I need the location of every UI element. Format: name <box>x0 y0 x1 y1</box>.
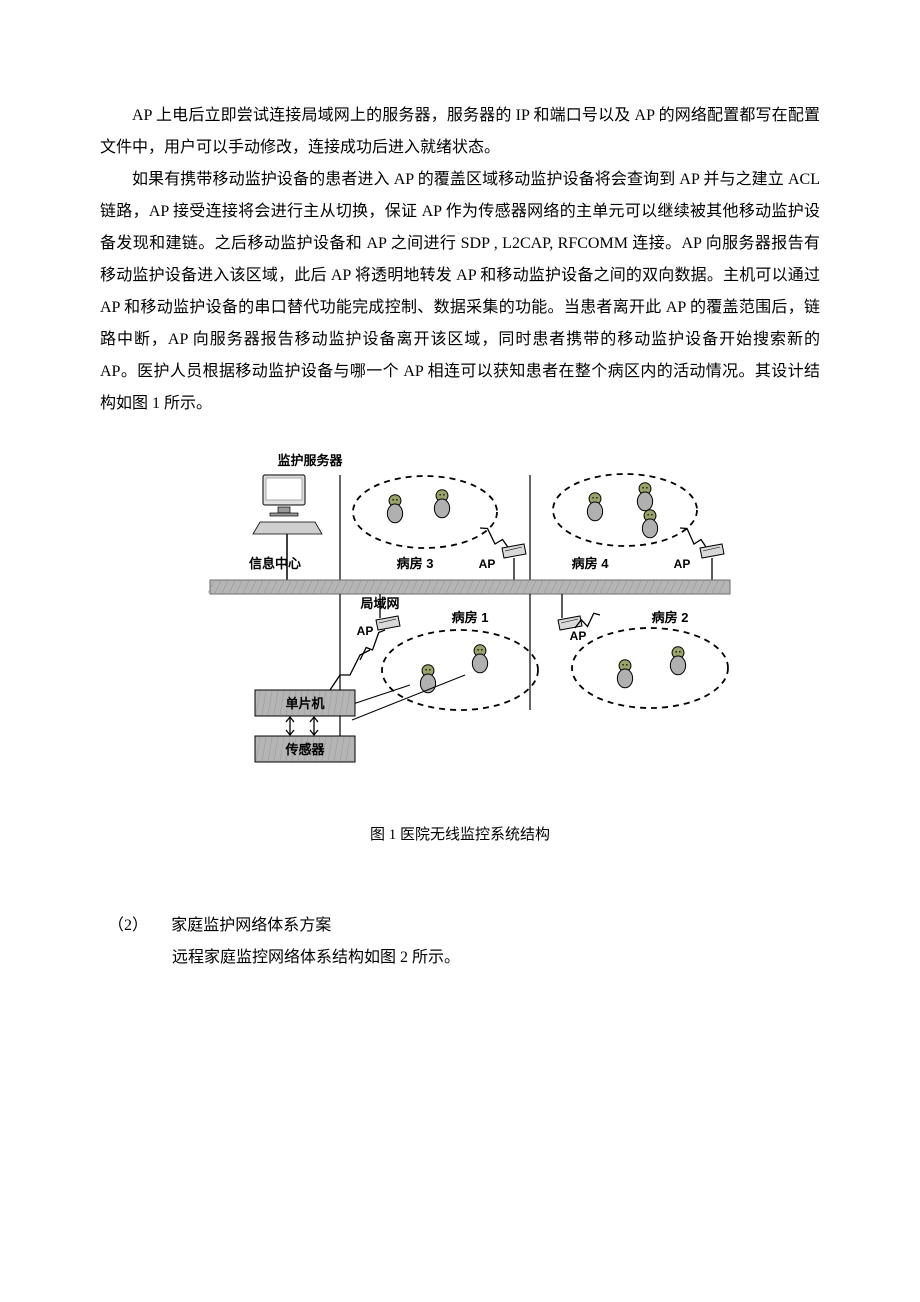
figure-1-caption: 图 1 医院无线监控系统结构 <box>100 820 820 850</box>
paragraph-2: 如果有携带移动监护设备的患者进入 AP 的覆盖区域移动监护设备将会查询到 AP … <box>100 164 820 420</box>
svg-text:病房 3: 病房 3 <box>397 556 434 571</box>
svg-text:信息中心: 信息中心 <box>249 556 301 571</box>
section-title: 家庭监护网络体系方案 <box>171 917 331 934</box>
figure-1-svg: 监护服务器AP病房 3AP病房 4信息中心局域网AP病房 1AP病房 2单片机传… <box>180 450 740 780</box>
svg-text:AP: AP <box>357 624 374 638</box>
section-2-heading: （2） 家庭监护网络体系方案 <box>108 910 820 942</box>
svg-text:病房 2: 病房 2 <box>652 610 689 625</box>
svg-text:AP: AP <box>674 557 691 571</box>
section-number: （2） <box>108 910 148 942</box>
figure-1: 监护服务器AP病房 3AP病房 4信息中心局域网AP病房 1AP病房 2单片机传… <box>100 450 820 780</box>
svg-text:监护服务器: 监护服务器 <box>277 453 343 468</box>
svg-text:病房 4: 病房 4 <box>572 556 610 571</box>
paragraph-1: AP 上电后立即尝试连接局域网上的服务器，服务器的 IP 和端口号以及 AP 的… <box>100 100 820 164</box>
svg-text:AP: AP <box>479 557 496 571</box>
svg-text:传感器: 传感器 <box>284 742 325 757</box>
section-2-body: 远程家庭监控网络体系结构如图 2 所示。 <box>140 942 820 974</box>
svg-text:病房 1: 病房 1 <box>452 610 489 625</box>
svg-text:单片机: 单片机 <box>285 696 324 711</box>
svg-text:AP: AP <box>570 629 587 643</box>
